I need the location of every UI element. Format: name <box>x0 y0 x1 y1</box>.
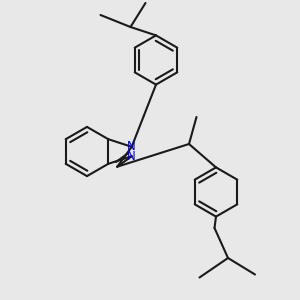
Text: N: N <box>127 140 136 153</box>
Text: N: N <box>127 150 136 163</box>
